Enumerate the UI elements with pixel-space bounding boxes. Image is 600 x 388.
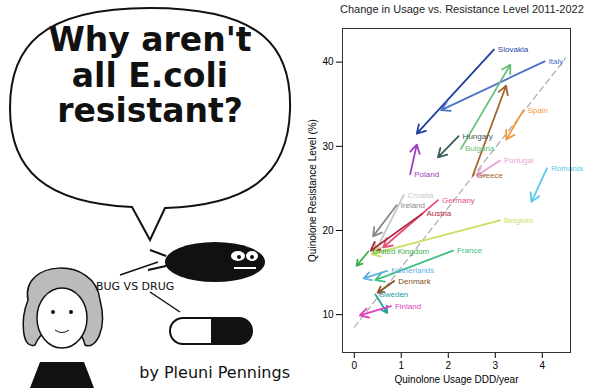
svg-text:Quinolone Usage DDD/year: Quinolone Usage DDD/year xyxy=(395,374,520,385)
svg-text:Belgium: Belgium xyxy=(504,216,533,225)
svg-text:Italy: Italy xyxy=(549,57,564,66)
svg-text:0: 0 xyxy=(351,360,357,371)
svg-text:Poland: Poland xyxy=(414,170,439,179)
html-text:Why aren't all E.coli resistan: Why aren't all E.coli resistant? xyxy=(48,20,252,131)
svg-text:Finland: Finland xyxy=(395,302,421,311)
svg-text:Sweden: Sweden xyxy=(379,290,408,299)
svg-text:Quinolone Resistance Level (%): Quinolone Resistance Level (%) xyxy=(307,119,318,262)
svg-text:20: 20 xyxy=(322,225,334,236)
svg-text:4: 4 xyxy=(540,360,546,371)
svg-text:10: 10 xyxy=(322,309,334,320)
svg-text:1: 1 xyxy=(398,360,404,371)
svg-text:40: 40 xyxy=(322,56,334,67)
svg-text:Hungary: Hungary xyxy=(463,132,493,141)
svg-text:United Kingdom: United Kingdom xyxy=(372,247,429,256)
svg-text:30: 30 xyxy=(322,141,334,152)
svg-text:2: 2 xyxy=(445,360,451,371)
svg-text:Portugal: Portugal xyxy=(504,156,534,165)
svg-text:Austria: Austria xyxy=(426,209,451,218)
svg-text:Slovakia: Slovakia xyxy=(498,45,529,54)
svg-text:Greece: Greece xyxy=(477,171,504,180)
svg-text:3: 3 xyxy=(493,360,499,371)
svg-text:Germany: Germany xyxy=(442,196,475,205)
svg-text:France: France xyxy=(457,246,482,255)
svg-text:Netherlands: Netherlands xyxy=(391,266,434,275)
svg-text:BUG VS DRUG: BUG VS DRUG xyxy=(96,280,174,293)
svg-text:Denmark: Denmark xyxy=(398,277,431,286)
svg-text:Croatia: Croatia xyxy=(408,191,434,200)
html-text:Change in Usage vs. Resistance: Change in Usage vs. Resistance Level 201… xyxy=(340,3,584,15)
svg-text:Ireland: Ireland xyxy=(401,201,425,210)
svg-text:by Pleuni Pennings: by Pleuni Pennings xyxy=(139,363,290,382)
svg-text:Spain: Spain xyxy=(527,106,547,115)
svg-text:Bulgaria: Bulgaria xyxy=(465,144,495,153)
svg-text:Romania: Romania xyxy=(551,164,584,173)
